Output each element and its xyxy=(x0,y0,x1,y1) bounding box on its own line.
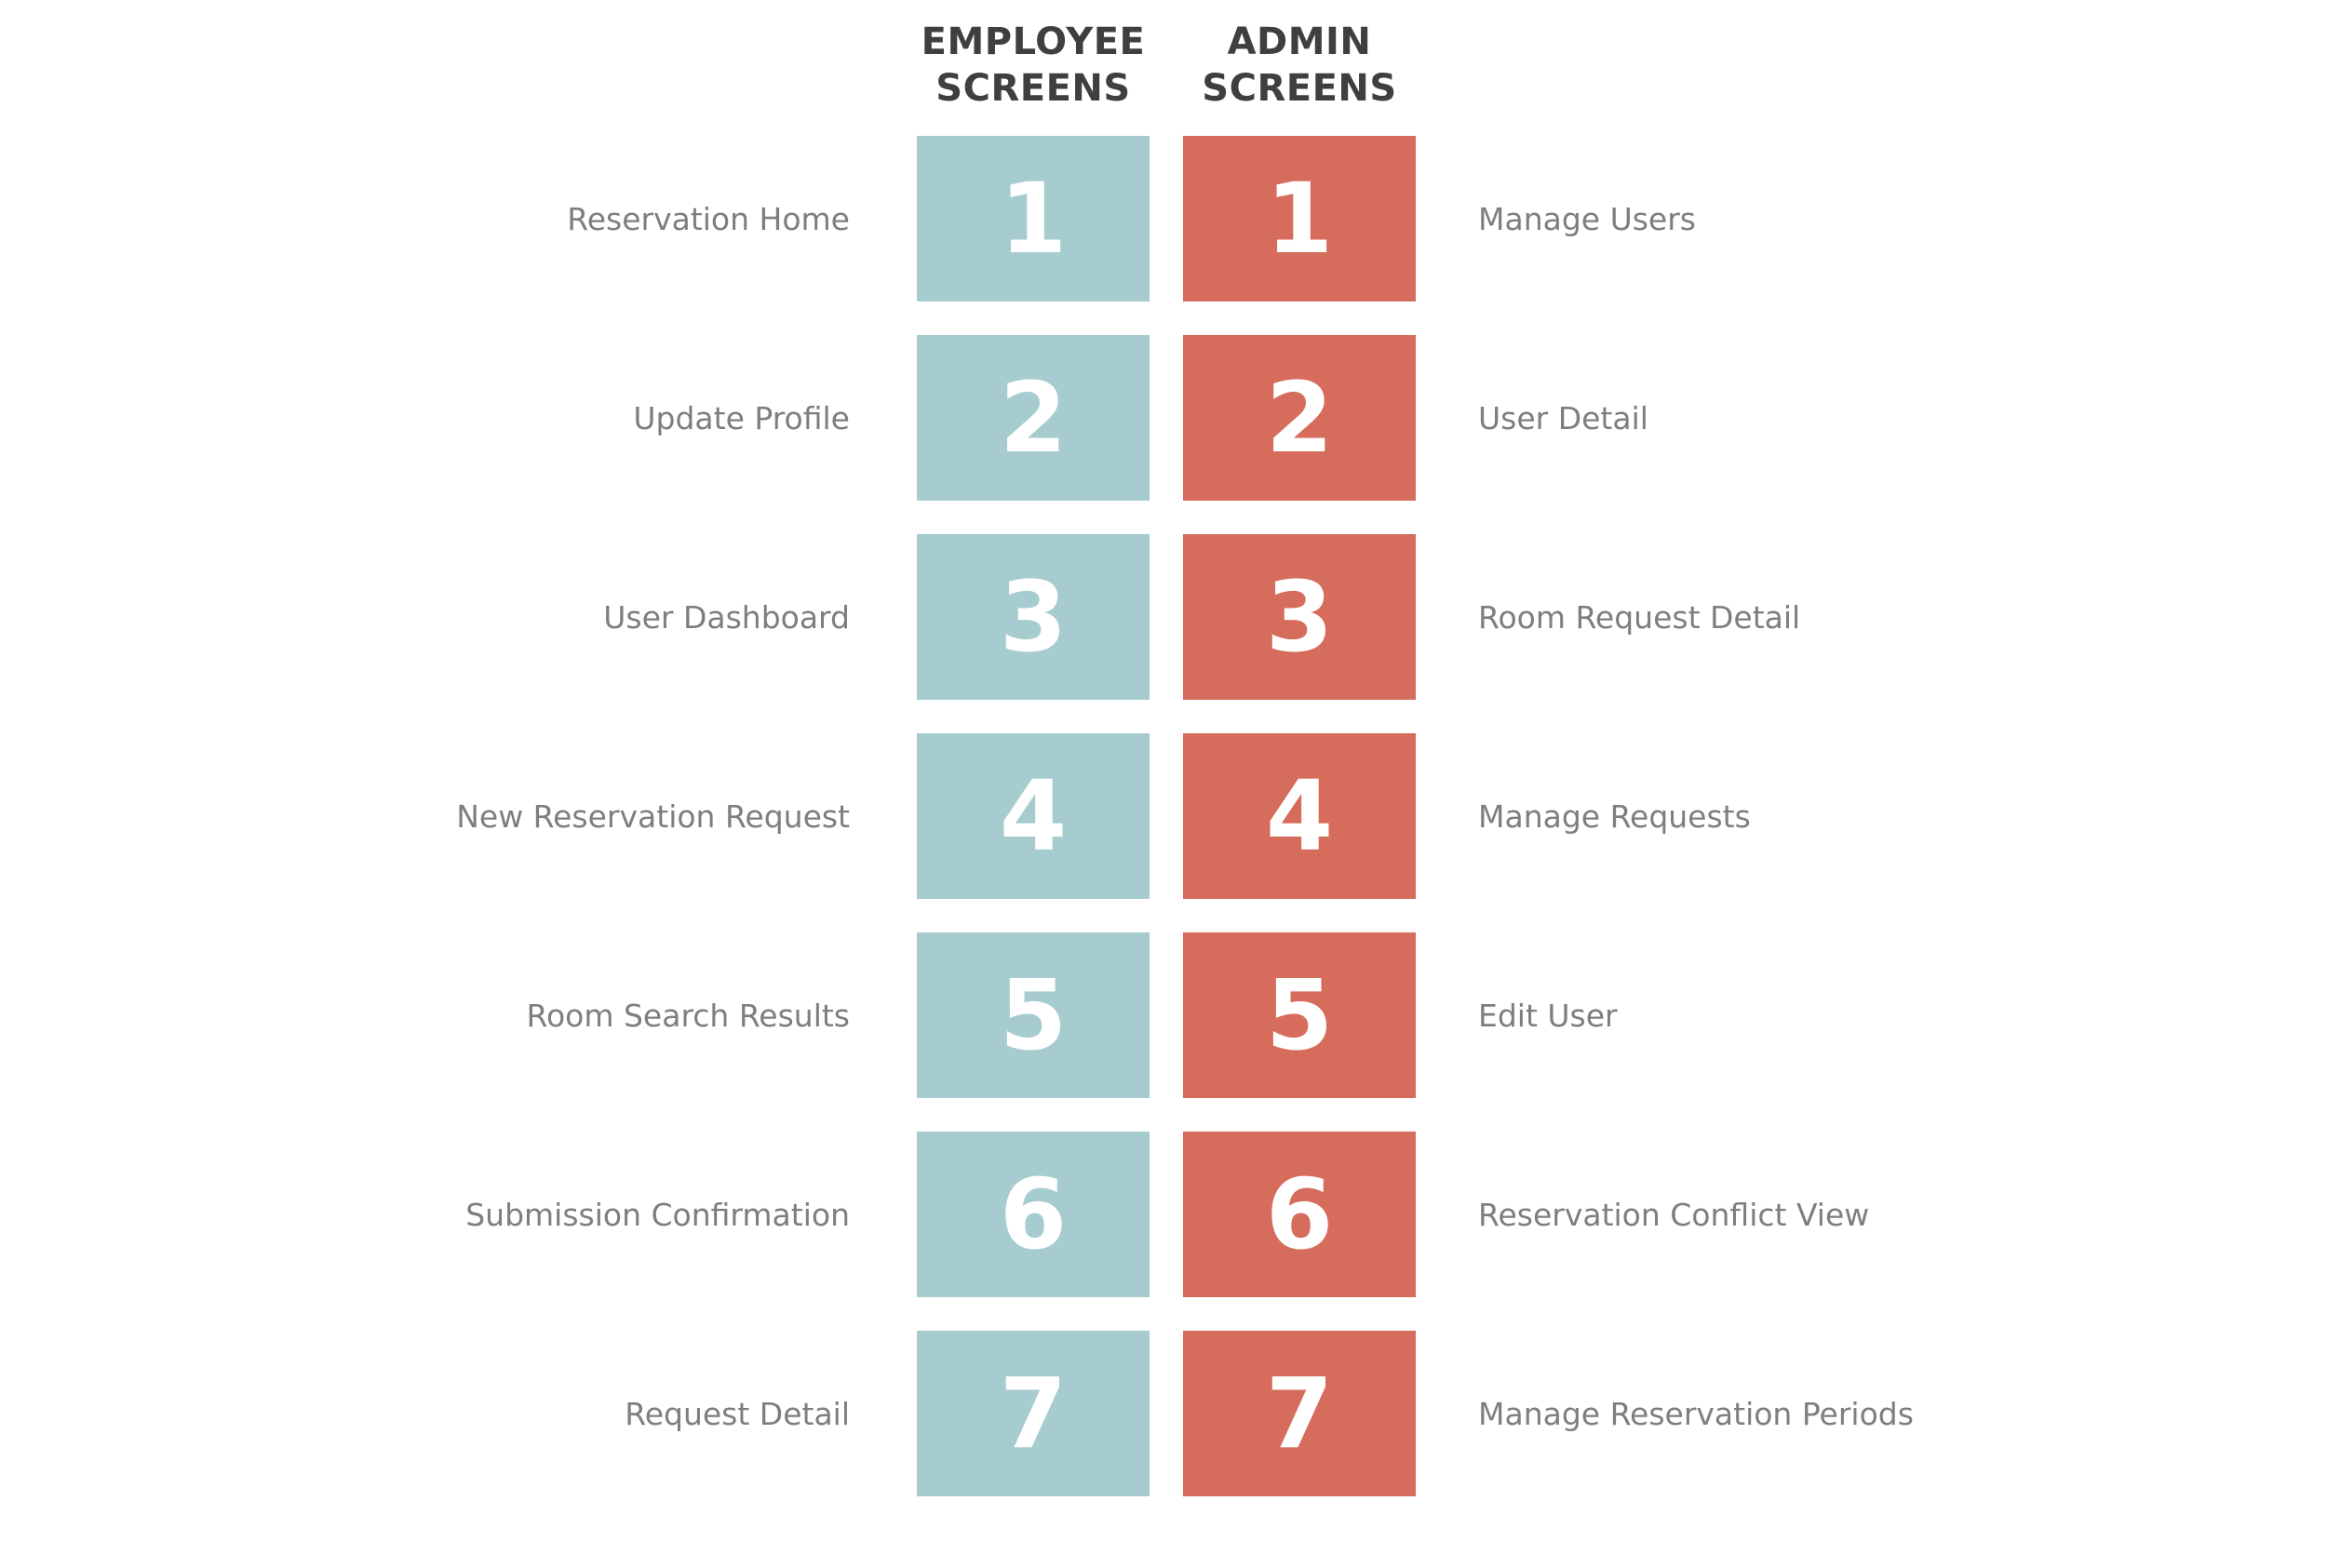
employee-screen-label: New Reservation Request xyxy=(456,797,850,835)
admin-screen-tile: 5 xyxy=(1183,932,1416,1098)
admin-screen-tile: 1 xyxy=(1183,136,1416,302)
screen-row-6: Submission Confirmation 6 6 Reservation … xyxy=(0,1132,2327,1297)
admin-screen-label: Reservation Conflict View xyxy=(1478,1196,1870,1233)
admin-screen-tile: 6 xyxy=(1183,1132,1416,1297)
admin-screen-label: Manage Reservation Periods xyxy=(1478,1395,1914,1432)
employee-screen-label: User Dashboard xyxy=(603,598,850,636)
admin-screen-tile: 7 xyxy=(1183,1331,1416,1496)
employee-screens-header: EMPLOYEE SCREENS xyxy=(917,19,1150,112)
screen-row-1: Reservation Home 1 1 Manage Users xyxy=(0,136,2327,302)
admin-header-line-1: ADMIN xyxy=(1227,20,1372,63)
employee-screen-tile: 3 xyxy=(917,534,1150,700)
admin-screens-header: ADMIN SCREENS xyxy=(1183,19,1416,112)
employee-header-line-1: EMPLOYEE xyxy=(921,20,1146,63)
screen-row-7: Request Detail 7 7 Manage Reservation Pe… xyxy=(0,1331,2327,1496)
admin-screen-label: Edit User xyxy=(1478,997,1618,1034)
admin-screen-tile: 4 xyxy=(1183,733,1416,899)
employee-screen-tile: 4 xyxy=(917,733,1150,899)
screen-row-2: Update Profile 2 2 User Detail xyxy=(0,335,2327,501)
admin-screen-label: User Detail xyxy=(1478,399,1648,436)
employee-screen-label: Request Detail xyxy=(625,1395,850,1432)
employee-screen-tile: 6 xyxy=(917,1132,1150,1297)
employee-screen-label: Reservation Home xyxy=(567,200,850,237)
admin-header-line-2: SCREENS xyxy=(1202,67,1397,110)
screen-row-5: Room Search Results 5 5 Edit User xyxy=(0,932,2327,1098)
screen-row-4: New Reservation Request 4 4 Manage Reque… xyxy=(0,733,2327,899)
employee-screen-tile: 2 xyxy=(917,335,1150,501)
employee-screen-label: Room Search Results xyxy=(526,997,850,1034)
admin-screen-label: Room Request Detail xyxy=(1478,598,1801,636)
admin-screen-label: Manage Users xyxy=(1478,200,1696,237)
employee-screen-tile: 5 xyxy=(917,932,1150,1098)
employee-screen-label: Update Profile xyxy=(633,399,850,436)
employee-screen-label: Submission Confirmation xyxy=(465,1196,850,1233)
admin-screen-tile: 3 xyxy=(1183,534,1416,700)
screen-row-3: User Dashboard 3 3 Room Request Detail xyxy=(0,534,2327,700)
admin-screen-tile: 2 xyxy=(1183,335,1416,501)
employee-screen-tile: 1 xyxy=(917,136,1150,302)
admin-screen-label: Manage Requests xyxy=(1478,797,1751,835)
employee-header-line-2: SCREENS xyxy=(935,67,1131,110)
employee-screen-tile: 7 xyxy=(917,1331,1150,1496)
